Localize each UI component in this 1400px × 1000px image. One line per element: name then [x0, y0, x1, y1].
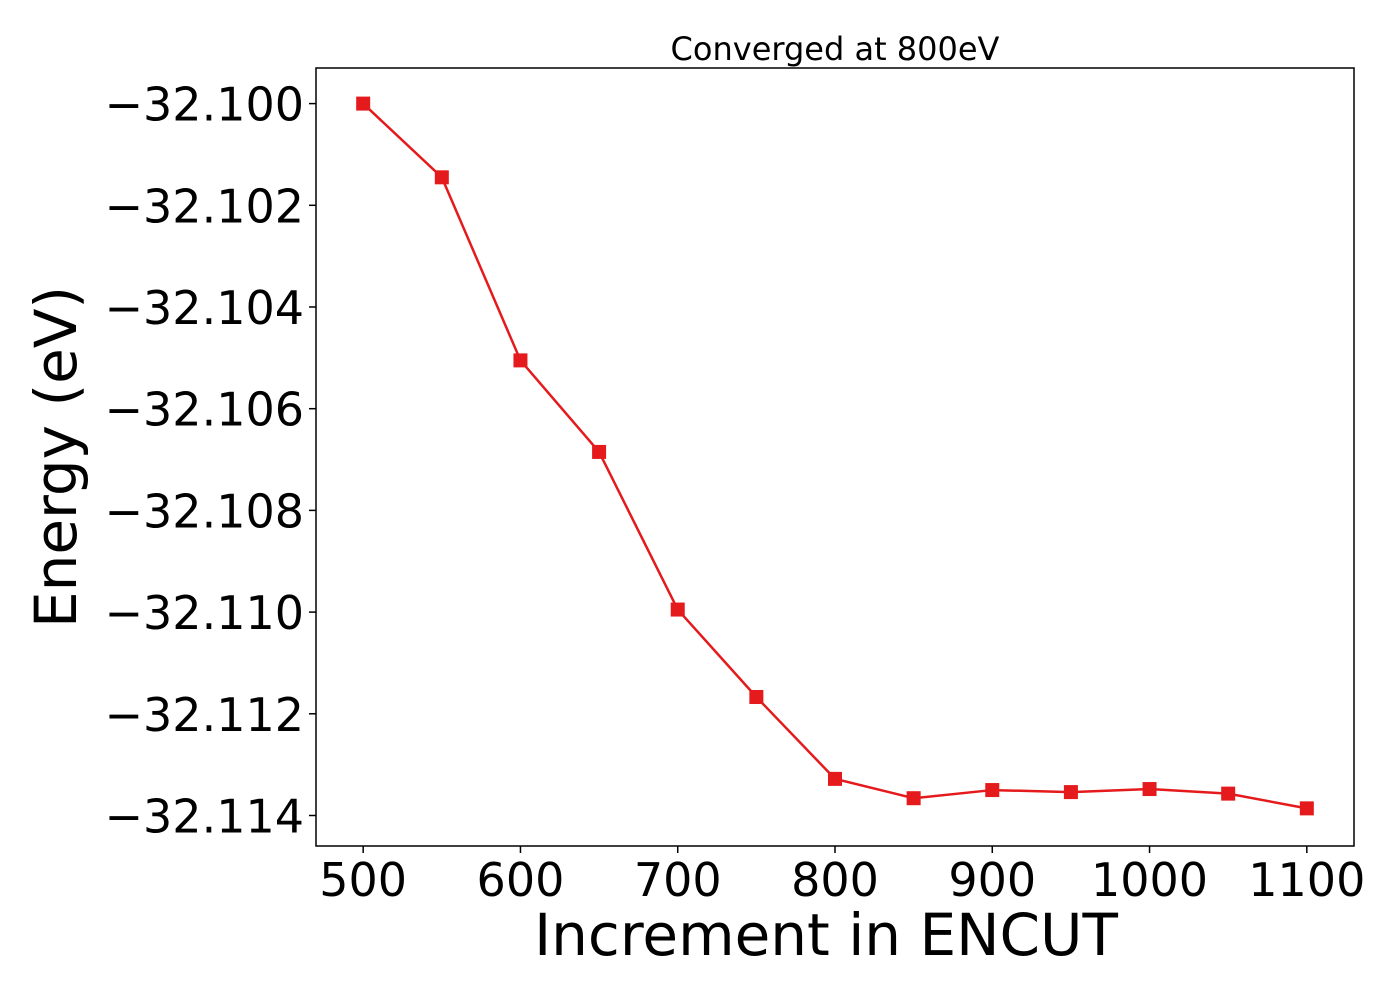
- data-point-marker: [434, 170, 449, 185]
- x-tick-label: 900: [948, 853, 1036, 907]
- y-tick-label: −32.112: [105, 688, 305, 742]
- x-axis-ticks: 500 600 700 800 900 1000 1100: [319, 846, 1365, 907]
- x-tick-label: 600: [477, 853, 565, 907]
- data-point-marker: [356, 96, 371, 111]
- data-point-marker: [828, 771, 842, 786]
- data-point-marker: [1299, 801, 1314, 816]
- x-tick-label: 500: [319, 853, 407, 907]
- y-tick-label: −32.102: [105, 179, 305, 233]
- y-tick-label: −32.104: [105, 281, 305, 335]
- x-axis-title: Increment in ENCUT: [534, 901, 1118, 969]
- y-tick-label: −32.106: [105, 383, 305, 437]
- y-tick-label: −32.100: [105, 78, 305, 132]
- x-tick-label: 800: [791, 853, 879, 907]
- data-point-marker: [906, 791, 921, 806]
- data-point-marker: [1221, 786, 1236, 801]
- y-tick-label: −32.110: [105, 586, 305, 640]
- series-line: [362, 102, 1308, 810]
- y-tick-label: −32.114: [105, 789, 305, 843]
- plot-frame: [315, 67, 1355, 847]
- y-tick-label: −32.108: [105, 484, 305, 538]
- data-point-marker: [670, 602, 685, 617]
- data-point-marker: [1142, 782, 1157, 797]
- chart-title: Converged at 800eV: [671, 30, 1000, 68]
- x-tick-label: 1100: [1248, 853, 1365, 907]
- data-point-marker: [985, 783, 1000, 798]
- x-tick-label: 700: [634, 853, 722, 907]
- data-point-marker: [513, 353, 528, 368]
- series-layer: [356, 96, 1314, 816]
- data-point-marker: [1063, 785, 1078, 800]
- data-point-marker: [592, 444, 607, 459]
- data-point-marker: [749, 690, 764, 705]
- y-axis-ticks: −32.100 −32.102 −32.104 −32.106 −32.108 −32.1…: [105, 78, 316, 843]
- x-tick-label: 1000: [1091, 853, 1208, 907]
- y-axis-title: Energy (eV): [22, 286, 90, 628]
